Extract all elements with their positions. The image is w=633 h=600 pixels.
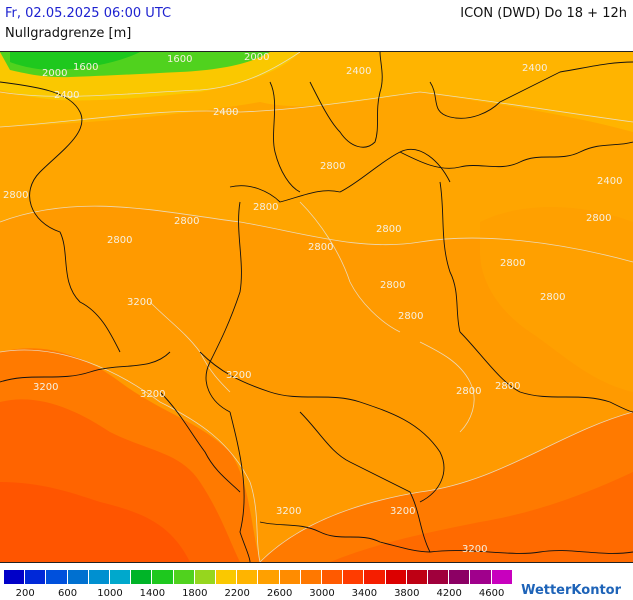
legend-swatch	[449, 570, 470, 584]
contour-label: 2800	[320, 161, 345, 172]
contour-label: 2400	[522, 63, 547, 74]
legend-swatch	[300, 570, 321, 584]
contour-label: 2800	[586, 213, 611, 224]
contour-label: 3200	[390, 506, 415, 517]
legend-swatch	[88, 570, 109, 584]
legend-swatch	[194, 570, 215, 584]
contour-label: 2000	[244, 52, 269, 63]
legend-tick-label: 200	[15, 588, 35, 599]
contour-label: 2400	[54, 90, 79, 101]
legend-swatch	[385, 570, 406, 584]
contour-label: 2400	[346, 66, 371, 77]
contour-label: 2800	[107, 235, 132, 246]
legend-tick-label: 3000	[309, 588, 335, 599]
contour-label: 2400	[213, 107, 238, 118]
legend-tick-label: 2600	[266, 588, 293, 599]
contour-label: 3200	[127, 297, 152, 308]
legend-swatch	[131, 570, 152, 584]
contour-label: 3200	[462, 544, 487, 555]
field-band-3200-3400-se	[330, 472, 633, 562]
field-band-1400-1600	[10, 52, 140, 71]
contour-label: 1600	[167, 54, 192, 65]
contour-label: 2000	[42, 68, 67, 79]
legend-tick-label: 2200	[224, 588, 250, 599]
contour-label: 2800	[3, 190, 28, 201]
contour-label: 2800	[398, 311, 423, 322]
legend-tick-label: 1400	[139, 588, 166, 599]
legend-swatch	[46, 570, 67, 584]
contour-label: 3200	[140, 389, 165, 400]
legend-swatch	[428, 570, 449, 584]
contour-label: 2800	[308, 242, 333, 253]
contour-label: 2800	[174, 216, 199, 227]
legend-swatch	[67, 570, 88, 584]
legend-swatch	[406, 570, 427, 584]
contour-label: 2800	[376, 224, 401, 235]
legend-tick-label: 1800	[182, 588, 208, 599]
field-band-3400-3600	[0, 482, 190, 562]
contour-lines	[0, 52, 633, 562]
contour-label: 2400	[597, 176, 622, 187]
contour-label: 3200	[226, 370, 251, 381]
wetterkontor-logo: WetterKontor	[521, 583, 621, 598]
contour-label: 3200	[33, 382, 58, 393]
legend-swatch	[237, 570, 258, 584]
legend-tick-label: 4600	[478, 588, 505, 599]
parameter-title: Nullgradgrenze [m]	[5, 26, 132, 41]
legend-swatch	[491, 570, 512, 584]
borders	[0, 52, 633, 562]
contour-label: 3200	[276, 506, 301, 517]
contour-label: 2800	[253, 202, 278, 213]
legend-swatch	[364, 570, 385, 584]
legend-swatch	[4, 570, 25, 584]
legend-tick-label: 3400	[351, 588, 378, 599]
legend-swatch	[25, 570, 46, 584]
contour-label: 2800	[495, 381, 520, 392]
legend-tick-label: 3800	[394, 588, 420, 599]
legend-swatch	[322, 570, 343, 584]
legend-swatch	[216, 570, 237, 584]
map-canvas: 1600 2000 1600 2000 2400 2400 2400 2400 …	[0, 52, 633, 562]
legend-swatch	[343, 570, 364, 584]
legend-swatch	[110, 570, 131, 584]
legend-tick-label: 4200	[436, 588, 462, 599]
legend-swatch	[258, 570, 279, 584]
contour-label: 2800	[380, 280, 405, 291]
legend-swatch	[173, 570, 194, 584]
contour-label: 2800	[540, 292, 565, 303]
contour-label: 2800	[456, 386, 481, 397]
legend-tick-label: 600	[58, 588, 78, 599]
legend-tick-label: 1000	[97, 588, 123, 599]
model-run-label: ICON (DWD) Do 18 + 12h	[460, 6, 627, 21]
forecast-datetime: Fr, 02.05.2025 06:00 UTC	[5, 6, 172, 21]
legend-swatch	[470, 570, 491, 584]
field-band-east-2800	[480, 207, 633, 392]
legend-swatch	[152, 570, 173, 584]
contour-label: 2800	[500, 258, 525, 269]
freezing-level-map: 1600 2000 1600 2000 2400 2400 2400 2400 …	[0, 51, 633, 563]
contour-label: 1600	[73, 62, 98, 73]
legend-swatch	[279, 570, 300, 584]
contour-labels: 1600 2000 1600 2000 2400 2400 2400 2400 …	[3, 52, 622, 555]
